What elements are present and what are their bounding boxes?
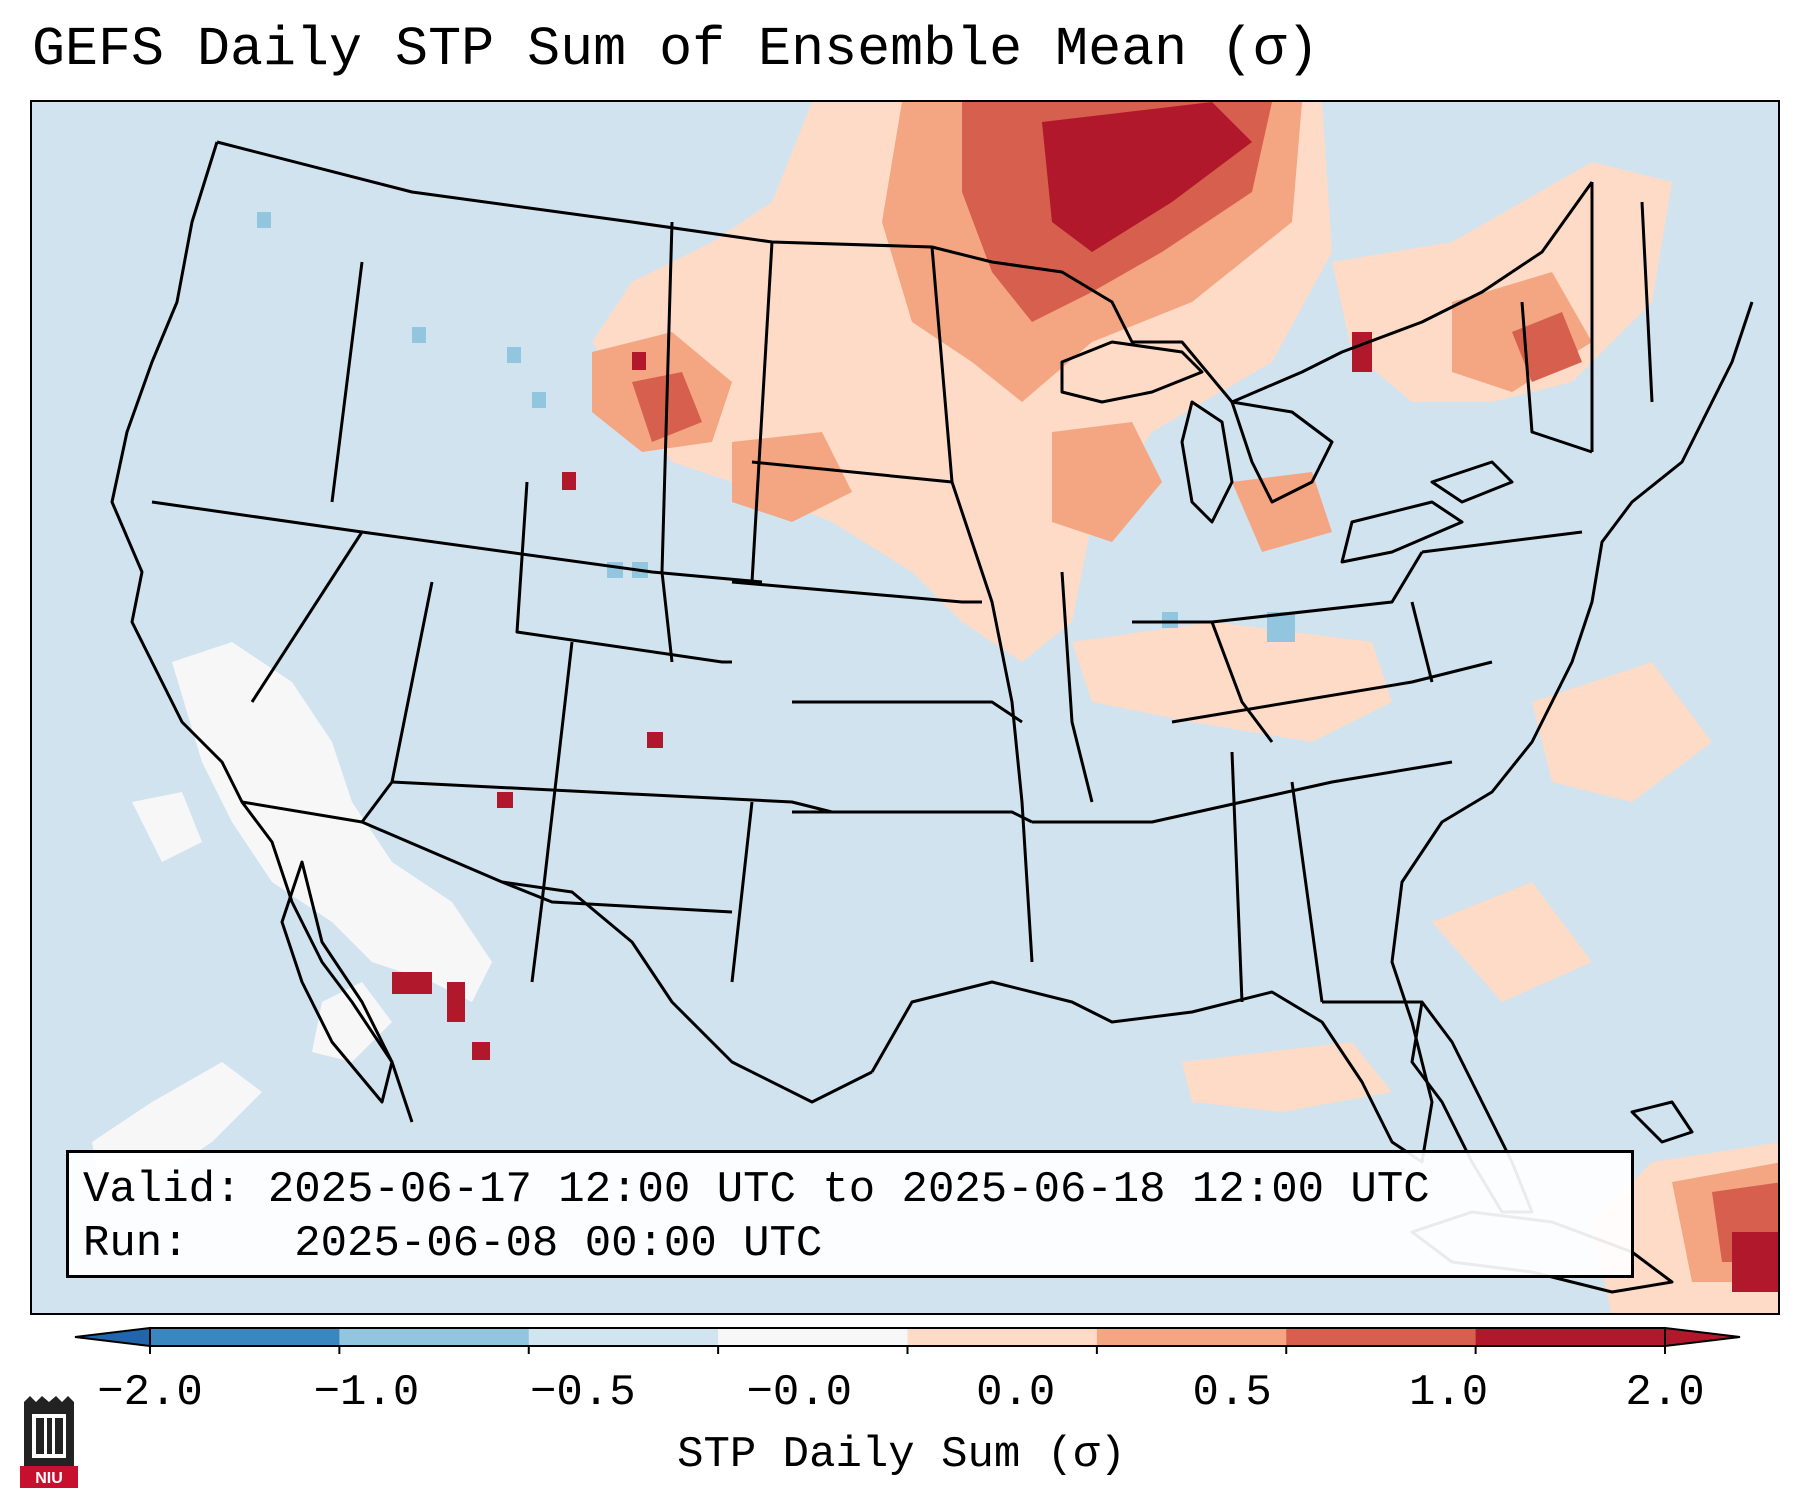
colorbar-segment [1096, 1328, 1287, 1346]
valid-line: Valid: 2025-06-17 12:00 UTC to 2025-06-1… [83, 1163, 1631, 1217]
colorbar-tick-label: −0.0 [746, 1368, 853, 1418]
colorbar-tick-label: −2.0 [97, 1368, 203, 1418]
colorbar-segment [907, 1328, 1098, 1346]
colorbar-tick-label: −0.5 [530, 1368, 636, 1418]
run-line: Run: 2025-06-08 00:00 UTC [83, 1217, 1631, 1271]
colorbar-tick-label: 1.0 [1408, 1368, 1489, 1418]
colorbar-tick-label: −1.0 [313, 1368, 420, 1418]
map-borders [110, 140, 1754, 1294]
run-label: Run: [83, 1219, 189, 1269]
colorbar-tick-label: 2.0 [1625, 1368, 1705, 1418]
colorbar-svg [74, 1326, 1741, 1354]
extreme-positive-areas [392, 102, 1778, 1292]
colorbar [0, 1316, 1803, 1376]
colorbar-segment [528, 1328, 719, 1346]
colorbar-label: STP Daily Sum (σ) [677, 1430, 1126, 1480]
valid-run-info-box: Valid: 2025-06-17 12:00 UTC to 2025-06-1… [66, 1150, 1634, 1278]
colorbar-tick-label: 0.5 [1192, 1368, 1272, 1418]
colorbar-segment [339, 1328, 530, 1346]
colorbar-tick-label: 0.0 [976, 1368, 1056, 1418]
colorbar-under-arrow [74, 1326, 151, 1348]
valid-label: Valid: [83, 1165, 242, 1215]
logo-text: NIU [35, 1470, 63, 1487]
colorbar-over-arrow [1664, 1326, 1741, 1348]
colorbar-segment [1286, 1328, 1477, 1346]
run-value: 2025-06-08 00:00 UTC [294, 1219, 823, 1269]
weak-negative-areas [257, 212, 1295, 642]
colorbar-segment [150, 1328, 340, 1346]
colorbar-segment [1475, 1328, 1666, 1346]
map-svg [32, 102, 1778, 1313]
niu-logo: NIU [20, 1396, 78, 1488]
map-panel [30, 100, 1780, 1315]
colorbar-segment [718, 1328, 908, 1346]
valid-value: 2025-06-17 12:00 UTC to 2025-06-18 12:00… [267, 1165, 1430, 1215]
chart-title: GEFS Daily STP Sum of Ensemble Mean (σ) [32, 18, 1320, 81]
